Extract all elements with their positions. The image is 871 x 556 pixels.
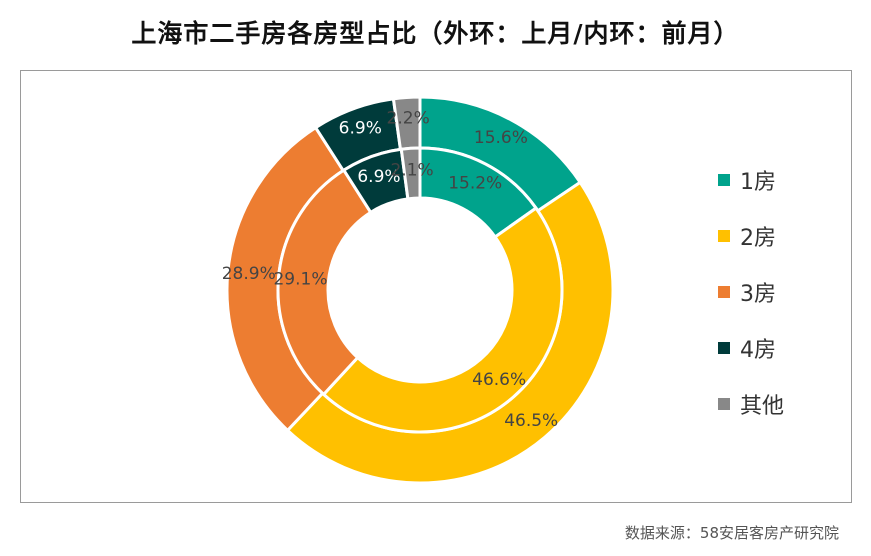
legend-swatch — [718, 174, 730, 186]
legend-swatch — [718, 398, 730, 410]
chart-title: 上海市二手房各房型占比（外环：上月/内环：前月） — [131, 19, 740, 48]
chart-legend: 1房 2房 3房 4房其他 — [718, 152, 784, 432]
data-label-outer-4: 2.2% — [387, 108, 430, 128]
data-label-outer-1: 46.5% — [504, 411, 558, 431]
legend-label: 1房 — [740, 170, 776, 195]
data-label-inner-1: 46.6% — [472, 370, 526, 390]
chart-frame — [20, 70, 852, 503]
data-label-outer-0: 15.6% — [474, 128, 528, 148]
data-label-inner-0: 15.2% — [448, 173, 502, 193]
legend-label: 2房 — [740, 226, 776, 251]
legend-swatch — [718, 286, 730, 298]
slice-inner-4 — [399, 146, 422, 201]
legend-label: 3房 — [740, 282, 776, 307]
legend-item-1: 2房 — [718, 208, 784, 264]
data-label-outer-3: 6.9% — [339, 119, 382, 139]
slice-inner-1 — [321, 206, 564, 434]
legend-item-4: 其他 — [718, 376, 784, 432]
slice-inner-2 — [276, 168, 373, 397]
legend-item-2: 3房 — [718, 264, 784, 320]
data-label-inner-2: 29.1% — [273, 269, 327, 289]
legend-item-0: 1房 — [718, 152, 784, 208]
data-label-inner-3: 6.9% — [357, 167, 400, 187]
data-label-inner-4: 2.1% — [390, 160, 433, 180]
data-source-note: 数据来源：58安居客房产研究院 — [624, 524, 839, 542]
legend-item-3: 4房 — [718, 320, 784, 376]
legend-label: 其他 — [740, 394, 785, 419]
legend-swatch — [718, 342, 730, 354]
legend-label: 4房 — [740, 338, 776, 363]
legend-swatch — [718, 230, 730, 242]
data-label-outer-2: 28.9% — [222, 264, 276, 284]
